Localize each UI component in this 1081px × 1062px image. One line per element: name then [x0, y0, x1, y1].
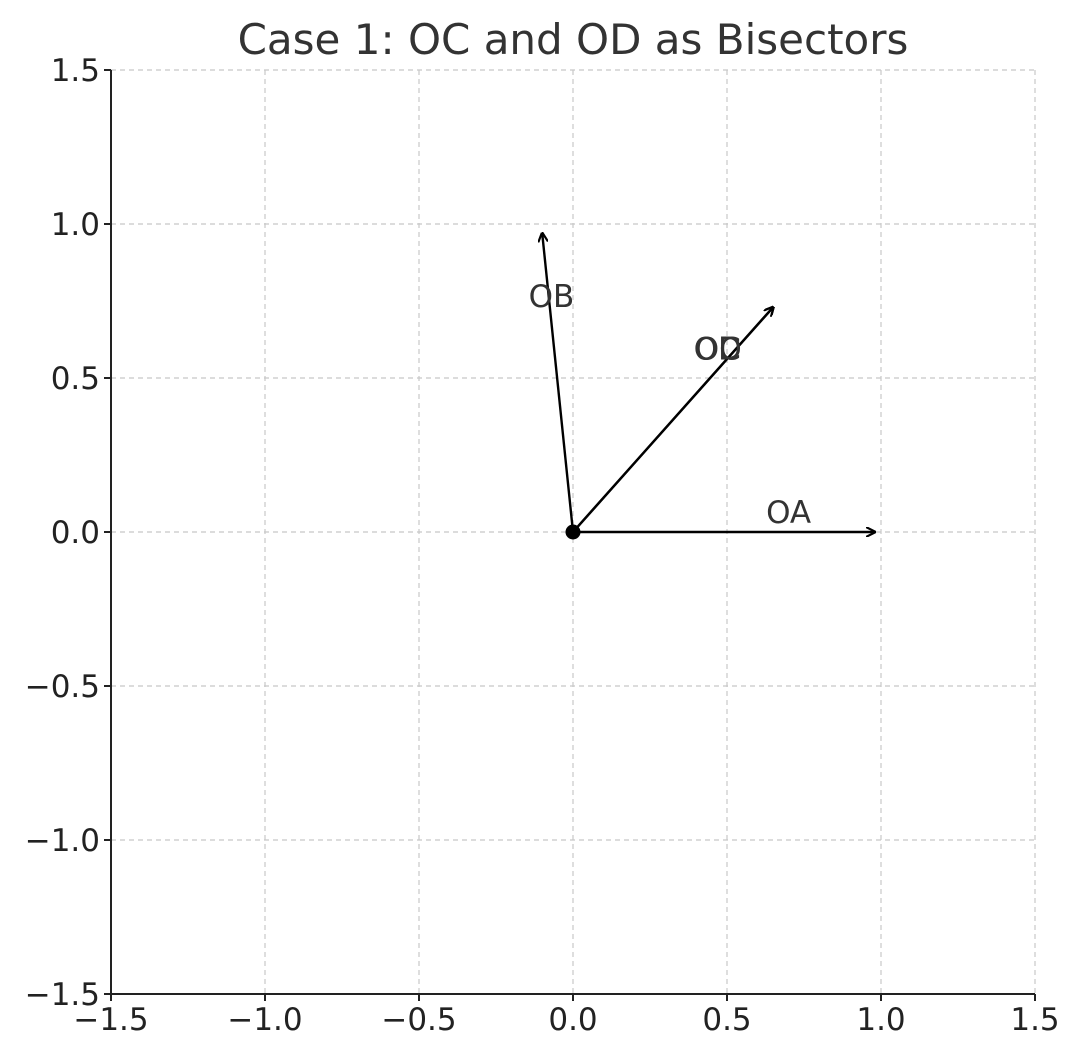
x-tick-label-0: −1.5: [73, 1002, 148, 1038]
x-tick-label-5: 1.0: [856, 1002, 905, 1038]
y-tick-label-5: 1.0: [51, 207, 100, 243]
y-tick-label-0: −1.5: [25, 977, 100, 1013]
vector-label-oc: OC: [695, 332, 741, 368]
x-tick-label-3: 0.0: [548, 1002, 597, 1038]
y-tick-label-6: 1.5: [51, 53, 100, 89]
vector-label-ob: OB: [529, 279, 575, 315]
vector-label-oa: OA: [766, 495, 811, 531]
y-tick-label-4: 0.5: [51, 361, 100, 397]
y-tick-label-2: −0.5: [25, 669, 100, 705]
x-tick-label-6: 1.5: [1010, 1002, 1059, 1038]
tick-labels: −1.5 −1.0 −0.5 0.0 0.5 1.0 1.5 −1.5 −1.0 −0.5 0.0 0…: [25, 53, 1060, 1038]
chart-title: Case 1: OC and OD as Bisectors: [238, 15, 909, 64]
axes: [104, 69, 1036, 1001]
vector-label-od: OD: [694, 332, 742, 368]
origin-point: [565, 524, 581, 540]
vector-od: [572, 307, 773, 533]
y-tick-label-1: −1.0: [25, 823, 100, 859]
x-tick-label-2: −0.5: [381, 1002, 456, 1038]
vector-ob: [542, 233, 575, 533]
vectors: [542, 233, 875, 540]
x-tick-label-1: −1.0: [227, 1002, 302, 1038]
x-tick-label-4: 0.5: [702, 1002, 751, 1038]
y-tick-label-3: 0.0: [51, 515, 100, 551]
